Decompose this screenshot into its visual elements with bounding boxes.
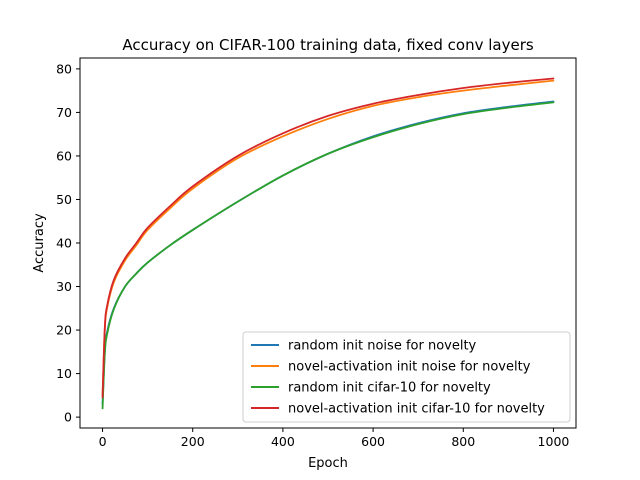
legend-label-2: novel-activation init noise for novelty xyxy=(288,360,531,375)
y-tick-label: 80 xyxy=(56,61,72,76)
x-tick-label: 400 xyxy=(271,434,295,449)
x-tick-label: 200 xyxy=(181,434,205,449)
y-tick-label: 70 xyxy=(56,105,72,120)
x-tick-label: 600 xyxy=(361,434,385,449)
series-line-4 xyxy=(101,77,555,399)
y-tick-label: 0 xyxy=(64,410,72,425)
chart-title: Accuracy on CIFAR-100 training data, fix… xyxy=(122,36,534,54)
y-tick-label: 30 xyxy=(56,279,72,294)
y-tick-label: 20 xyxy=(56,323,72,338)
legend: random init noise for novelty novel-activ… xyxy=(242,331,571,423)
x-tick-label: 1000 xyxy=(538,434,570,449)
x-axis-label: Epoch xyxy=(308,456,348,471)
x-tick-label: 800 xyxy=(451,434,475,449)
legend-label-4: novel-activation init cifar-10 for novel… xyxy=(288,402,545,417)
legend-label-3: random init cifar-10 for novelty xyxy=(288,381,491,396)
y-tick-label: 10 xyxy=(56,366,72,381)
x-tick-label: 0 xyxy=(99,434,107,449)
y-tick-label: 40 xyxy=(56,236,72,251)
y-axis-label: Accuracy xyxy=(32,213,47,273)
series-layer xyxy=(101,77,555,410)
y-tick-label: 60 xyxy=(56,148,72,163)
x-ticks: 0 200 400 600 800 1000 xyxy=(99,428,570,449)
series-line-3 xyxy=(101,101,555,410)
y-tick-label: 50 xyxy=(56,192,72,207)
legend-label-1: random init noise for novelty xyxy=(288,339,477,354)
legend-box xyxy=(242,331,571,423)
y-ticks: 0 10 20 30 40 50 60 70 80 xyxy=(56,61,80,425)
